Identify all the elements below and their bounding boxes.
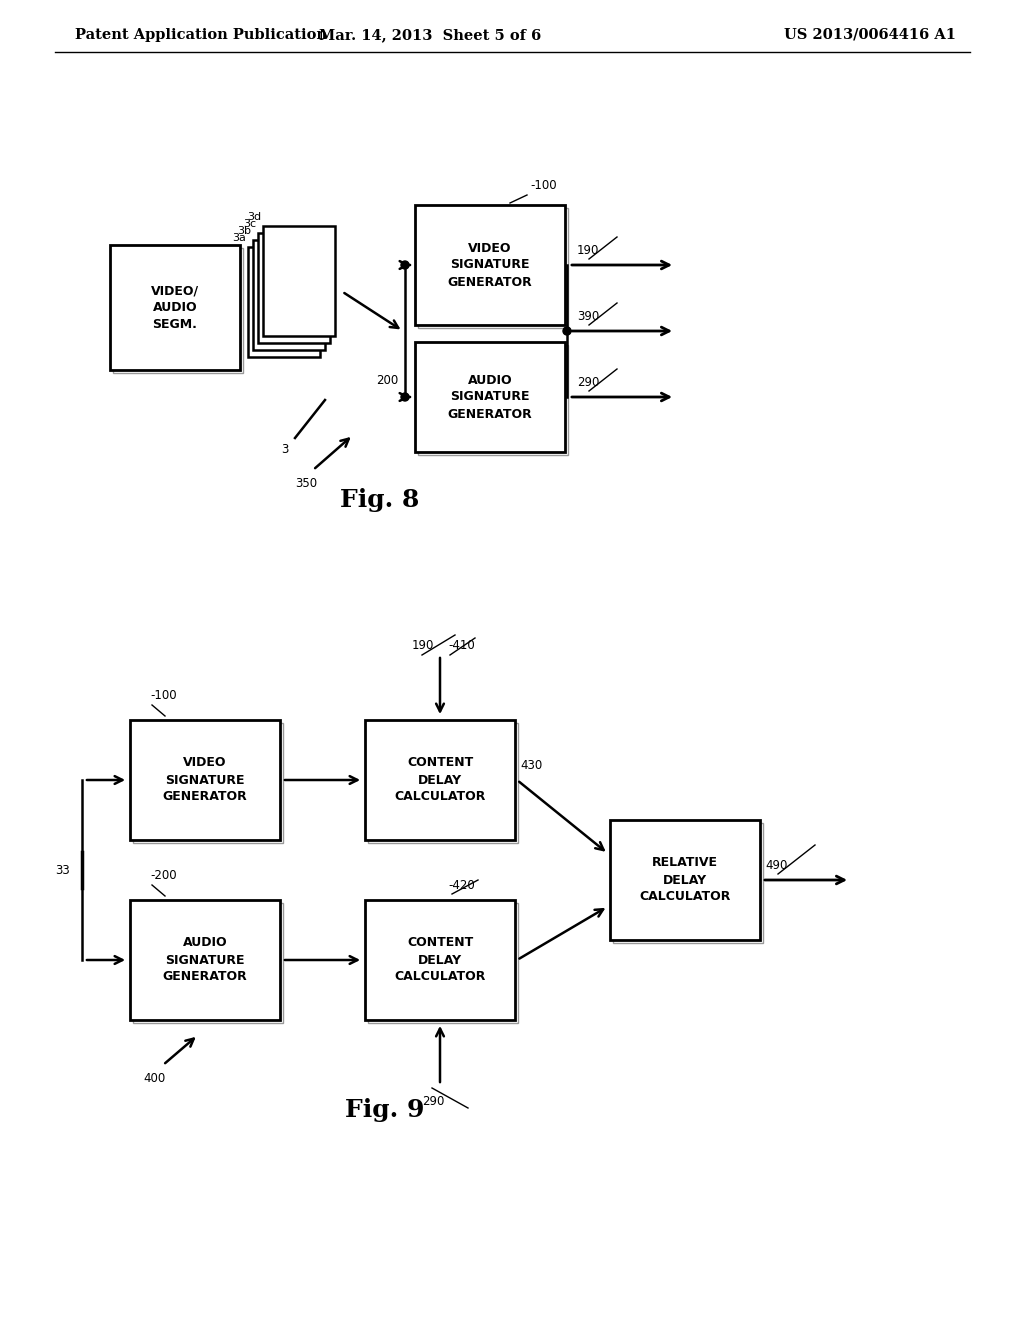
- Bar: [365, 719, 515, 840]
- Text: 3: 3: [282, 444, 289, 455]
- Text: 3c: 3c: [243, 219, 256, 228]
- Text: AUDIO
SIGNATURE
GENERATOR: AUDIO SIGNATURE GENERATOR: [447, 374, 532, 421]
- Text: Mar. 14, 2013  Sheet 5 of 6: Mar. 14, 2013 Sheet 5 of 6: [318, 28, 541, 42]
- Text: US 2013/0064416 A1: US 2013/0064416 A1: [784, 28, 956, 42]
- Bar: [110, 246, 240, 370]
- Text: -100: -100: [530, 180, 557, 191]
- Bar: [613, 822, 763, 942]
- Bar: [130, 719, 280, 840]
- Circle shape: [563, 327, 571, 335]
- Text: 350: 350: [295, 477, 317, 490]
- Bar: [130, 900, 280, 1020]
- Text: 3d: 3d: [247, 213, 261, 222]
- Text: 33: 33: [55, 863, 70, 876]
- Bar: [368, 903, 518, 1023]
- Bar: [253, 240, 325, 350]
- Text: -410: -410: [449, 639, 475, 652]
- Bar: [248, 247, 319, 356]
- Bar: [418, 345, 568, 455]
- Text: AUDIO
SIGNATURE
GENERATOR: AUDIO SIGNATURE GENERATOR: [163, 936, 248, 983]
- Bar: [133, 903, 283, 1023]
- Bar: [610, 820, 760, 940]
- Text: 3b: 3b: [237, 226, 251, 236]
- Text: 400: 400: [144, 1072, 166, 1085]
- Text: RELATIVE
DELAY
CALCULATOR: RELATIVE DELAY CALCULATOR: [639, 857, 731, 903]
- Bar: [365, 900, 515, 1020]
- Text: 430: 430: [520, 759, 543, 772]
- Bar: [113, 248, 243, 374]
- Text: -420: -420: [449, 879, 475, 892]
- Circle shape: [401, 393, 409, 401]
- Text: 490: 490: [765, 859, 787, 873]
- Text: 200: 200: [376, 374, 398, 387]
- Text: 290: 290: [577, 376, 599, 389]
- Text: 190: 190: [577, 244, 599, 257]
- Text: VIDEO
SIGNATURE
GENERATOR: VIDEO SIGNATURE GENERATOR: [447, 242, 532, 289]
- Text: Patent Application Publication: Patent Application Publication: [75, 28, 327, 42]
- Bar: [258, 234, 330, 343]
- Text: Fig. 8: Fig. 8: [340, 488, 420, 512]
- Text: CONTENT
DELAY
CALCULATOR: CONTENT DELAY CALCULATOR: [394, 756, 485, 804]
- Bar: [415, 205, 565, 325]
- Text: -200: -200: [150, 869, 176, 882]
- Bar: [415, 342, 565, 451]
- Text: 290: 290: [422, 1096, 444, 1107]
- Text: 190: 190: [412, 639, 434, 652]
- Text: VIDEO/
AUDIO
SEGM.: VIDEO/ AUDIO SEGM.: [151, 284, 199, 331]
- Bar: [418, 209, 568, 327]
- Text: VIDEO
SIGNATURE
GENERATOR: VIDEO SIGNATURE GENERATOR: [163, 756, 248, 804]
- Bar: [263, 226, 335, 337]
- Bar: [368, 723, 518, 843]
- Bar: [133, 723, 283, 843]
- Text: 3a: 3a: [232, 234, 246, 243]
- Text: 390: 390: [577, 310, 599, 323]
- Text: CONTENT
DELAY
CALCULATOR: CONTENT DELAY CALCULATOR: [394, 936, 485, 983]
- Text: Fig. 9: Fig. 9: [345, 1098, 425, 1122]
- Circle shape: [401, 261, 409, 269]
- Text: -100: -100: [150, 689, 176, 702]
